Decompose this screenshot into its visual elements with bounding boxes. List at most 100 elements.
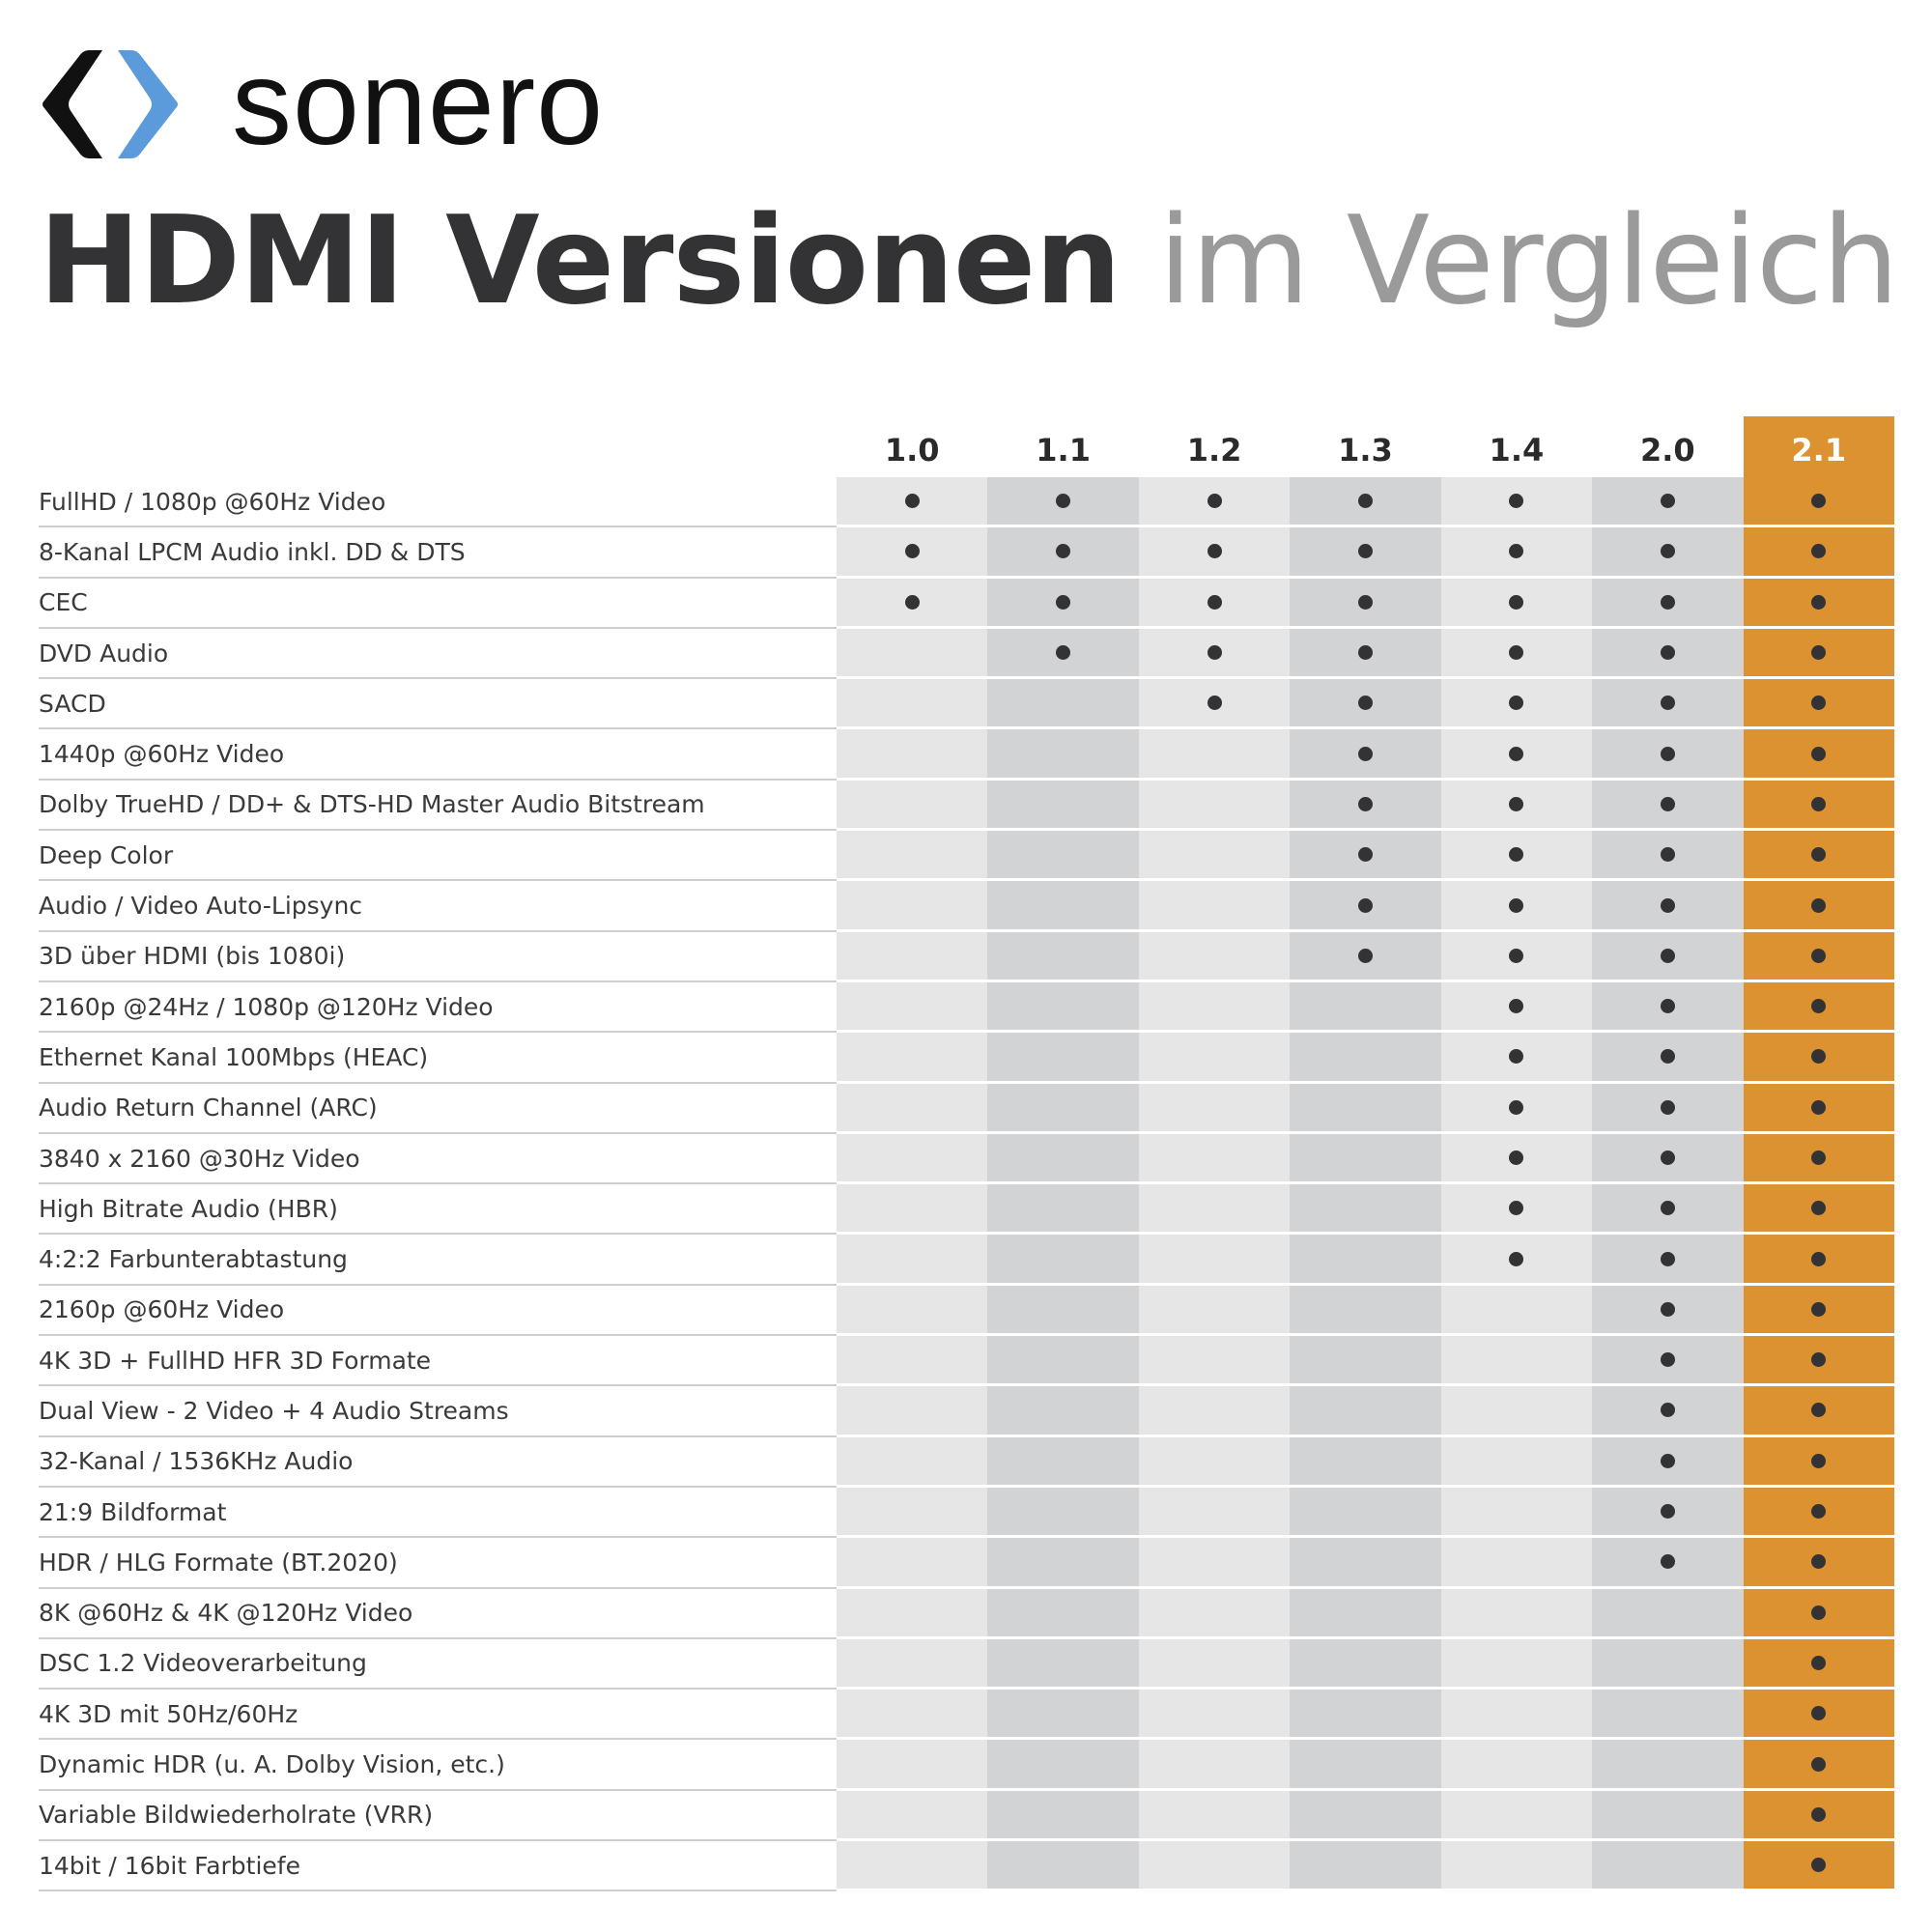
support-cell: [987, 1083, 1139, 1134]
brand-name: sonero: [232, 37, 605, 170]
support-cell: [1592, 931, 1744, 982]
support-cell: [1592, 1083, 1744, 1134]
supported-dot-icon: [1660, 999, 1675, 1014]
support-cell: [837, 1841, 988, 1892]
supported-dot-icon: [904, 544, 920, 559]
support-cell: [1290, 981, 1441, 1034]
support-cell: [987, 477, 1139, 528]
support-cell: [837, 1336, 988, 1387]
table-row: 1440p @60Hz Video: [39, 729, 1894, 781]
support-cell: [1743, 1033, 1894, 1084]
supported-dot-icon: [1811, 645, 1827, 661]
support-cell: [1440, 1386, 1593, 1437]
support-cell: [1743, 831, 1894, 882]
support-cell: [987, 1740, 1139, 1791]
supported-dot-icon: [1811, 1151, 1827, 1165]
support-cell: [987, 1638, 1139, 1690]
feature-label: 3D über HDMI (bis 1080i): [39, 932, 837, 982]
supported-dot-icon: [1660, 645, 1675, 661]
table-row: 3D über HDMI (bis 1080i): [39, 931, 1894, 982]
support-cell: [1138, 729, 1291, 781]
support-cell: [1592, 1386, 1744, 1437]
feature-label: 4K 3D mit 50Hz/60Hz: [39, 1690, 837, 1741]
support-cell: [987, 1841, 1139, 1892]
page-title: HDMI Versionen im Vergleich: [39, 189, 1899, 331]
table-row: HDR / HLG Formate (BT.2020): [39, 1538, 1894, 1589]
support-cell: [1440, 1285, 1593, 1337]
supported-dot-icon: [1207, 594, 1222, 610]
support-cell: [1592, 628, 1744, 680]
table-row: CEC: [39, 578, 1894, 629]
support-cell: [1290, 1538, 1441, 1589]
supported-dot-icon: [1509, 796, 1524, 811]
title-light: im Vergleich: [1158, 189, 1899, 331]
supported-dot-icon: [1660, 1453, 1675, 1468]
table-row: DSC 1.2 Videoverarbeitung: [39, 1638, 1894, 1690]
support-cell: [1743, 477, 1894, 528]
supported-dot-icon: [1811, 796, 1827, 811]
supported-dot-icon: [1811, 1655, 1827, 1670]
table-row: Dynamic HDR (u. A. Dolby Vision, etc.): [39, 1740, 1894, 1791]
support-cell: [987, 1133, 1139, 1185]
support-cell: [1138, 1436, 1291, 1488]
comparison-table: 1.0 1.1 1.2 1.3 1.4 2.0 2.1 FullHD / 1080p @60…: [39, 416, 1894, 1892]
support-cell: [1290, 1235, 1441, 1286]
supported-dot-icon: [1357, 746, 1373, 761]
support-cell: [1592, 1336, 1744, 1387]
support-cell: [987, 1538, 1139, 1589]
support-cell: [987, 527, 1139, 579]
supported-dot-icon: [1811, 1049, 1827, 1065]
support-cell: [1440, 1033, 1593, 1084]
support-cell: [1440, 931, 1593, 982]
support-cell: [1290, 780, 1441, 832]
support-cell: [1290, 1790, 1441, 1842]
support-cell: [1592, 1487, 1744, 1539]
support-cell: [987, 931, 1139, 982]
supported-dot-icon: [1660, 1403, 1675, 1418]
support-cell: [837, 881, 988, 932]
table-row: 2160p @60Hz Video: [39, 1285, 1894, 1337]
supported-dot-icon: [1811, 1403, 1827, 1418]
support-cell: [1138, 1588, 1291, 1639]
table-row: Audio / Video Auto-Lipsync: [39, 881, 1894, 932]
support-cell: [1138, 1638, 1291, 1690]
support-cell: [987, 1436, 1139, 1488]
support-cell: [1440, 1184, 1593, 1236]
support-cell: [1138, 1083, 1291, 1134]
feature-label: 4:2:2 Farbunterabtastung: [39, 1235, 837, 1286]
support-cell: [987, 679, 1139, 730]
support-cell: [1440, 881, 1593, 932]
support-cell: [987, 1588, 1139, 1639]
feature-label: CEC: [39, 579, 837, 629]
supported-dot-icon: [1509, 999, 1524, 1014]
support-cell: [1290, 1740, 1441, 1791]
support-cell: [1290, 1588, 1441, 1639]
support-cell: [1290, 578, 1441, 629]
supported-dot-icon: [1660, 1504, 1675, 1520]
support-cell: [1138, 1235, 1291, 1286]
supported-dot-icon: [1660, 1151, 1675, 1165]
support-cell: [837, 628, 988, 680]
support-cell: [1440, 1841, 1593, 1892]
support-cell: [1743, 1083, 1894, 1134]
support-cell: [1440, 578, 1593, 629]
support-cell: [1743, 527, 1894, 579]
supported-dot-icon: [1509, 594, 1524, 610]
support-cell: [837, 1386, 988, 1437]
supported-dot-icon: [1660, 1352, 1675, 1368]
support-cell: [1592, 477, 1744, 528]
support-cell: [1440, 527, 1593, 579]
support-cell: [1290, 1184, 1441, 1236]
supported-dot-icon: [1811, 1554, 1827, 1570]
support-cell: [1743, 1790, 1894, 1842]
feature-label: 14bit / 16bit Farbtiefe: [39, 1841, 837, 1892]
support-cell: [987, 1790, 1139, 1842]
table-row: Ethernet Kanal 100Mbps (HEAC): [39, 1033, 1894, 1084]
support-cell: [1592, 1133, 1744, 1185]
support-cell: [837, 1033, 988, 1084]
supported-dot-icon: [1357, 645, 1373, 661]
supported-dot-icon: [1509, 696, 1524, 711]
supported-dot-icon: [1056, 494, 1071, 509]
table-row: FullHD / 1080p @60Hz Video: [39, 477, 1894, 528]
supported-dot-icon: [1056, 594, 1071, 610]
